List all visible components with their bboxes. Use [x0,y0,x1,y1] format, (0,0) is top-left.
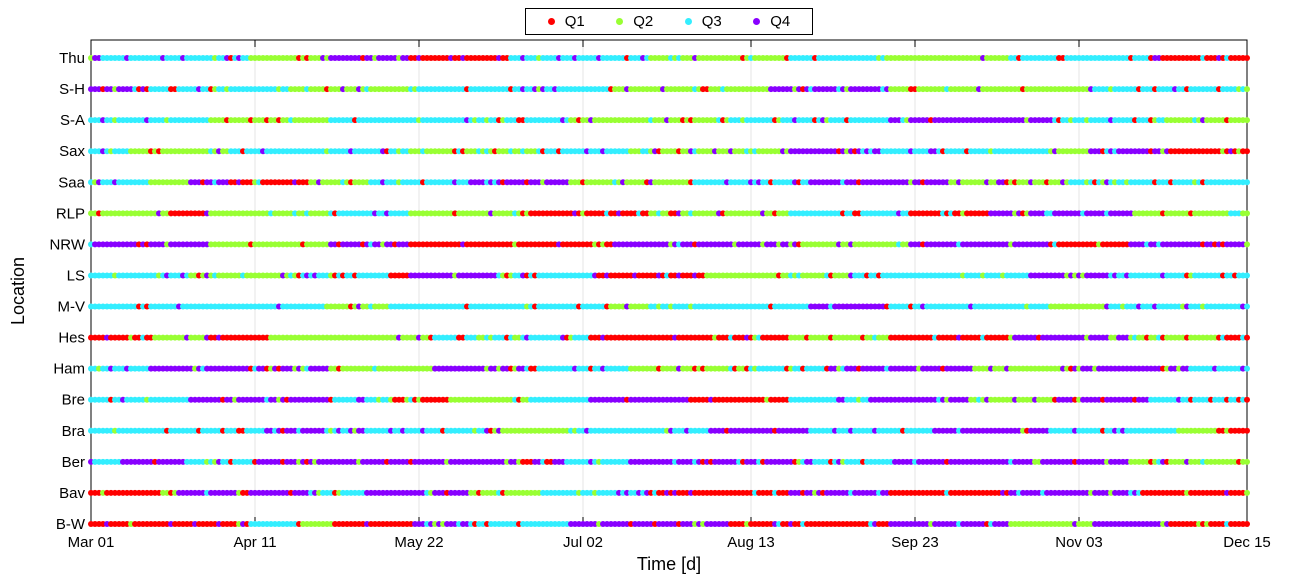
data-point-q2 [1244,241,1250,248]
x-axis-label: Time [d] [637,554,701,574]
legend-label: Q2 [633,13,654,30]
axes [90,39,1248,525]
x-tick-label: Mar 01 [68,534,115,551]
y-tick-label: Ber [62,454,85,471]
y-tick-label: M-V [58,299,86,316]
legend-item-q3: Q3 [684,13,722,30]
y-tick-label: RLP [56,205,85,222]
legend: Q1 Q2 Q3 Q4 [525,8,813,35]
y-tick-label: S-A [60,112,85,129]
plot-frame [90,39,1248,525]
legend-marker-q1 [547,18,555,25]
data-point-q1 [1244,148,1250,155]
legend-marker-q4 [753,18,761,25]
y-tick-labels: B-W Bav Ber Bra Bre Ham Hes M-V LS NRW RLP Saa Sax S-… [49,50,85,533]
data-point-q3 [1244,179,1250,186]
y-tick-label: S-H [59,81,85,98]
y-tick-label: Bra [62,423,86,440]
x-tick-label: Sep 23 [891,534,939,551]
legend-item-q2: Q2 [616,13,653,30]
y-tick-label: Hes [58,330,85,347]
x-tick-labels: Mar 01 Apr 11 May 22 Jul 02 Aug 13 Sep 23 Nov … [68,534,1271,551]
y-tick-label: Bav [59,485,85,502]
legend-marker-q2 [616,18,624,25]
legend-label: Q3 [701,13,722,30]
data-point-q2 [1244,117,1250,124]
x-tick-label: Nov 03 [1055,534,1103,551]
legend-item-q1: Q1 [547,13,585,30]
data-point-q2 [1244,210,1250,217]
y-tick-label: Ham [53,361,85,378]
y-tick-label: NRW [49,236,85,253]
legend-label: Q1 [564,13,585,30]
data-point-q2 [1244,86,1250,93]
data-point-q1 [1244,521,1250,527]
y-axis-label: Location [8,257,28,325]
data-point-q3 [1244,272,1250,279]
x-tick-label: Apr 11 [233,534,276,551]
y-tick-label: B-W [56,516,86,533]
data-point-q1 [1244,334,1250,341]
legend-item-q4: Q4 [753,13,790,30]
y-tick-label: LS [67,267,85,284]
data-point-q1 [1244,55,1250,61]
x-tick-label: Dec 15 [1223,534,1271,551]
x-tick-label: Jul 02 [563,534,603,551]
y-tick-label: Sax [59,143,85,160]
legend-marker-q3 [684,18,692,25]
grid-lines [90,40,1248,524]
data-point-q2 [1244,458,1250,465]
data-point-q3 [1244,303,1250,310]
y-tick-label: Saa [58,174,85,191]
data-point-q3 [1244,365,1250,372]
legend-label: Q4 [770,13,791,30]
x-tick-label: Aug 13 [727,534,775,551]
data-point-q1 [1244,396,1250,403]
y-tick-label: Thu [59,50,85,67]
data-points [88,55,1250,527]
x-tick-label: May 22 [394,534,443,551]
y-tick-label: Bre [62,392,85,409]
data-point-q2 [1244,489,1250,496]
data-point-q1 [1244,427,1250,434]
